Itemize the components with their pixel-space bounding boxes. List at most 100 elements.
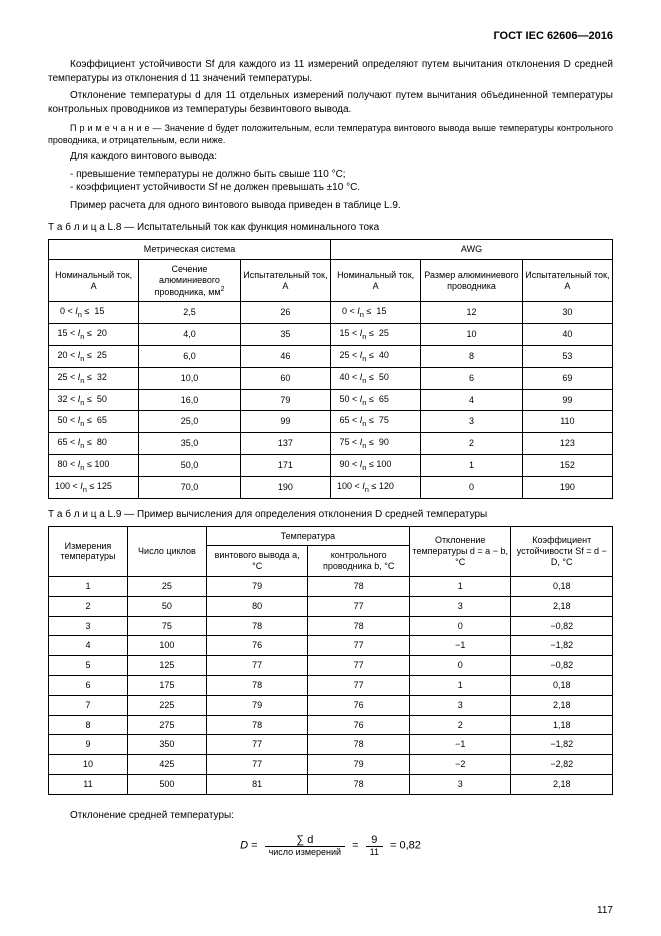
cell: 79 [308,755,410,775]
cell: 350 [127,735,206,755]
table-row: 80 < In ≤ 10050,0171 90 < In ≤ 1001152 [49,455,613,477]
cell: 79 [206,577,308,597]
caption-text: — Испытательный ток как функция номиналь… [124,222,379,233]
col-header: Номинальный ток, А [330,260,420,302]
fraction: ∑ dчисло измерений [265,834,345,857]
cell: 2 [409,715,511,735]
paragraph: Пример расчета для одного винтового выво… [48,199,613,213]
list-text: коэффициент устойчивости Sf не должен пр… [76,182,360,193]
cell: 77 [206,755,308,775]
col-group: Метрическая система [49,240,331,260]
cell: 77 [206,656,308,676]
deviation-label: Отклонение средней температуры: [48,809,613,823]
col-header: Коэффициент устойчивости Sf = d − D, °C [511,526,613,576]
note-label: П р и м е ч а н и е [70,123,150,133]
cell: 3 [409,695,511,715]
cell: 32 < In ≤ 50 [49,389,139,411]
table-row: 0 < In ≤ 152,526 0 < In ≤ 151230 [49,302,613,324]
cell: 0,18 [511,676,613,696]
table-row: 11500817832,18 [49,775,613,795]
caption-label: Т а б л и ц а L.9 [48,509,121,520]
list-text: превышение температуры не должно быть св… [76,169,345,180]
cell: 6 [421,367,523,389]
table-row: 32 < In ≤ 5016,079 50 < In ≤ 65499 [49,389,613,411]
cell: 8 [49,715,128,735]
cell: 0 < In ≤ 15 [49,302,139,324]
cell: 0 [421,476,523,498]
cell: 40 < In ≤ 50 [330,367,420,389]
col-header: Размер алюминиевого проводника [421,260,523,302]
cell: 50 < In ≤ 65 [330,389,420,411]
col-header: Число циклов [127,526,206,576]
cell: 60 [240,367,330,389]
table-row: 41007677−1−1,82 [49,636,613,656]
cell: 78 [206,616,308,636]
cell: 100 [127,636,206,656]
cell: 100 < In ≤ 125 [49,476,139,498]
cell: 65 < In ≤ 75 [330,411,420,433]
result: = 0,82 [387,840,421,852]
cell: 8 [421,346,523,368]
cell: 81 [206,775,308,795]
cell: 500 [127,775,206,795]
cell: −0,82 [511,656,613,676]
table-row: 50 < In ≤ 6525,099 65 < In ≤ 753110 [49,411,613,433]
cell: 125 [127,656,206,676]
cell: 275 [127,715,206,735]
cell: 3 [409,775,511,795]
cell: 6,0 [139,346,241,368]
cell: 10 [49,755,128,775]
col-header: Испытательный ток, А [522,260,612,302]
cell: 25 < In ≤ 32 [49,367,139,389]
cell: 6 [49,676,128,696]
table-row: 100 < In ≤ 12570,0190100 < In ≤ 1200190 [49,476,613,498]
table-l9: Измерения температуры Число циклов Темпе… [48,526,613,795]
table-row: 37578780−0,82 [49,616,613,636]
cell: 1 [421,455,523,477]
cell: 171 [240,455,330,477]
cell: 137 [240,433,330,455]
cell: 78 [308,616,410,636]
cell: 2 [421,433,523,455]
cell: 100 < In ≤ 120 [330,476,420,498]
cell: 2,18 [511,775,613,795]
cell: 10,0 [139,367,241,389]
cell: −2 [409,755,511,775]
col-header: Температура [206,526,409,546]
cell: 0 < In ≤ 15 [330,302,420,324]
caption-label: Т а б л и ц а L.8 [48,222,121,233]
table-row: 93507778−1−1,82 [49,735,613,755]
col-header: винтового вывода a, °C [206,546,308,577]
cell: 12 [421,302,523,324]
col-header: контрольного проводника b, °C [308,546,410,577]
page-number: 117 [597,905,613,916]
cell: 53 [522,346,612,368]
cell: 110 [522,411,612,433]
cell: 15 < In ≤ 20 [49,324,139,346]
col-header: Измерения температуры [49,526,128,576]
cell: 15 < In ≤ 25 [330,324,420,346]
cell: 2,18 [511,596,613,616]
cell: 20 < In ≤ 25 [49,346,139,368]
col-header: Испытательный ток, А [240,260,330,302]
cell: 175 [127,676,206,696]
cell: −1,82 [511,636,613,656]
cell: 25 [127,577,206,597]
table-row: 6175787710,18 [49,676,613,696]
cell: 46 [240,346,330,368]
cell: 25 < In ≤ 40 [330,346,420,368]
fraction: 911 [366,834,383,857]
cell: 190 [240,476,330,498]
cell: 50 < In ≤ 65 [49,411,139,433]
cell: 2,5 [139,302,241,324]
cell: 75 [127,616,206,636]
table-l8: Метрическая система AWG Номинальный ток,… [48,239,613,498]
cell: 7 [49,695,128,715]
cell: 35 [240,324,330,346]
cell: 99 [240,411,330,433]
cell: 65 < In ≤ 80 [49,433,139,455]
cell: 76 [308,695,410,715]
cell: 3 [421,411,523,433]
table-row: 65 < In ≤ 8035,0137 75 < In ≤ 902123 [49,433,613,455]
cell: 76 [308,715,410,735]
